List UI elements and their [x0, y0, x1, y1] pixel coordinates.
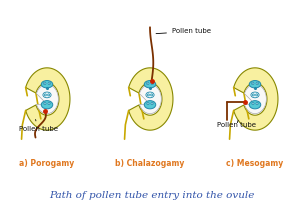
Ellipse shape [147, 83, 148, 84]
Ellipse shape [152, 83, 153, 84]
Ellipse shape [41, 81, 53, 88]
Ellipse shape [256, 94, 257, 95]
Ellipse shape [249, 81, 261, 88]
Ellipse shape [147, 102, 149, 105]
Ellipse shape [43, 82, 46, 85]
Ellipse shape [48, 82, 50, 85]
Ellipse shape [148, 94, 149, 95]
Polygon shape [140, 84, 161, 113]
Ellipse shape [150, 94, 153, 96]
Ellipse shape [253, 94, 254, 95]
Text: a) Porogamy: a) Porogamy [19, 158, 74, 168]
Ellipse shape [43, 92, 51, 98]
Ellipse shape [44, 102, 46, 105]
Ellipse shape [48, 94, 49, 95]
Ellipse shape [251, 92, 259, 98]
Ellipse shape [252, 102, 254, 105]
Ellipse shape [41, 101, 53, 109]
Ellipse shape [144, 101, 156, 109]
Ellipse shape [147, 82, 149, 85]
Ellipse shape [49, 103, 50, 104]
Ellipse shape [253, 103, 254, 104]
Text: b) Chalazogamy: b) Chalazogamy [115, 158, 185, 168]
Ellipse shape [45, 94, 46, 95]
Text: Pollen tube: Pollen tube [19, 120, 58, 132]
Ellipse shape [48, 102, 50, 105]
Polygon shape [26, 68, 70, 130]
Text: c) Mesogamy: c) Mesogamy [226, 158, 284, 168]
Ellipse shape [151, 102, 153, 105]
Ellipse shape [151, 94, 152, 95]
Ellipse shape [49, 83, 50, 84]
Ellipse shape [147, 103, 148, 104]
Ellipse shape [151, 82, 154, 85]
Ellipse shape [146, 92, 154, 98]
Ellipse shape [44, 103, 45, 104]
Ellipse shape [48, 94, 50, 96]
Ellipse shape [256, 94, 258, 96]
Ellipse shape [256, 102, 258, 105]
Polygon shape [234, 68, 278, 130]
Text: Pollen tube: Pollen tube [217, 120, 256, 128]
Ellipse shape [152, 103, 153, 104]
Ellipse shape [249, 101, 261, 109]
Ellipse shape [252, 94, 254, 96]
Polygon shape [36, 84, 58, 113]
Polygon shape [244, 84, 266, 113]
Text: Pollen tube: Pollen tube [156, 28, 211, 34]
Ellipse shape [144, 81, 156, 88]
Ellipse shape [257, 83, 258, 84]
Ellipse shape [147, 94, 149, 96]
Ellipse shape [251, 82, 254, 85]
Ellipse shape [252, 83, 253, 84]
Polygon shape [129, 68, 173, 130]
Text: Path of pollen tube entry into the ovule: Path of pollen tube entry into the ovule [49, 191, 255, 199]
Ellipse shape [44, 83, 45, 84]
Ellipse shape [256, 82, 258, 85]
Ellipse shape [44, 94, 47, 96]
